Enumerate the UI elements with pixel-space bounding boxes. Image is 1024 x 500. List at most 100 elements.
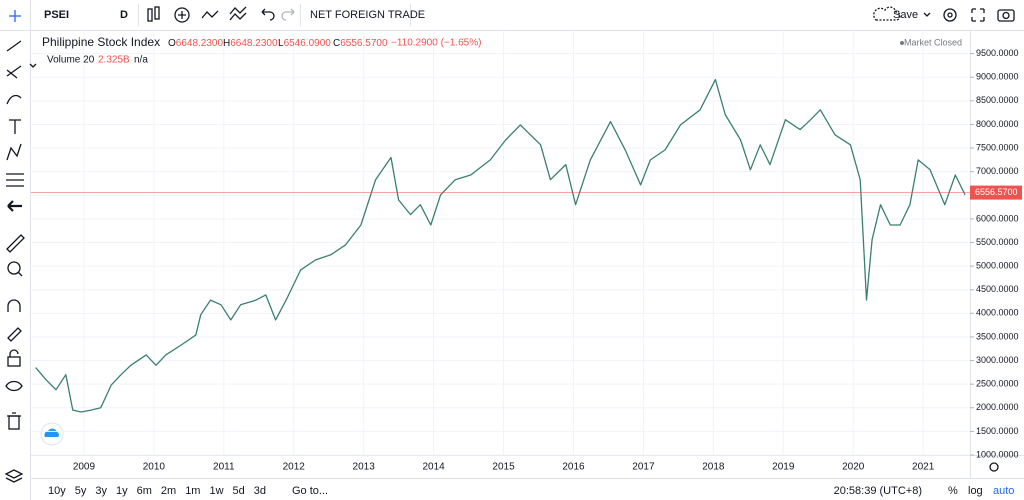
y-tick-label: 5000.0000 (976, 260, 1019, 270)
settings-icon-core (947, 12, 953, 18)
indicator-icon[interactable] (201, 10, 219, 19)
x-tick-label: 2018 (702, 462, 725, 473)
range-button[interactable]: 2m (161, 485, 176, 497)
y-tick-label: 3000.0000 (976, 355, 1019, 365)
redo-icon[interactable] (281, 8, 295, 21)
camera-icon[interactable] (997, 9, 1015, 22)
ohlc-value: 6546.0900 (284, 38, 332, 49)
interval[interactable]: D (120, 9, 128, 21)
y-tick-label: 4500.0000 (976, 284, 1019, 294)
trendline-tool[interactable] (6, 40, 22, 52)
settings-icon[interactable] (943, 8, 957, 22)
add-icon-plus (178, 11, 186, 19)
status-dot (900, 41, 904, 45)
ohlc-key: H (223, 38, 230, 49)
lock-shackle (9, 349, 19, 357)
y-tick-label: 1000.0000 (976, 449, 1019, 459)
ohlc-item: H6648.2300 (223, 38, 278, 49)
scale-option[interactable]: log (968, 485, 983, 497)
volume-name: Volume 20 (47, 55, 95, 66)
x-tick-label: 2019 (772, 462, 795, 473)
x-tick-label: 2013 (353, 462, 376, 473)
legend-collapse[interactable] (29, 63, 37, 68)
price-change: −110.2900 (−1.65%) (391, 38, 481, 49)
x-tick-label: 2011 (213, 462, 235, 473)
ohlc-key: C (333, 38, 340, 49)
y-tick-label: 1500.0000 (976, 426, 1019, 436)
goto-button[interactable]: Go to... (292, 485, 328, 497)
range-button[interactable]: 1w (209, 485, 223, 497)
ohlc-item: O6648.2300 (168, 38, 223, 49)
camera-lens (1002, 11, 1010, 20)
x-tick-label: 2016 (562, 462, 585, 473)
add-icon[interactable] (174, 7, 190, 23)
brush-tool[interactable] (6, 94, 22, 105)
ohlc-item: L6546.0900 (278, 38, 331, 49)
ohlc-value: 6556.5700 (340, 38, 388, 49)
scale-option[interactable]: % (948, 485, 958, 497)
trash-lid (7, 412, 21, 417)
last-price-badge (970, 185, 1022, 200)
save-icon[interactable] (873, 6, 901, 21)
ohlc-item: C6556.5700 (333, 38, 388, 49)
fullscreen-icon[interactable] (971, 8, 985, 22)
ohlc-value: 6648.2300 (176, 38, 224, 49)
prediction-tool[interactable] (6, 173, 24, 187)
crosshair-tool[interactable] (9, 10, 21, 22)
x-tick-label: 2009 (73, 462, 96, 473)
x-tick-label: 2014 (422, 462, 445, 473)
range-button[interactable]: 6m (137, 485, 152, 497)
range-button[interactable]: 3d (254, 485, 266, 497)
lock-tool[interactable] (7, 356, 21, 367)
y-tick-label: 2000.0000 (976, 402, 1019, 412)
range-button[interactable]: 5d (233, 485, 245, 497)
y-tick-label: 9500.0000 (976, 48, 1019, 58)
lock-draw-tool[interactable] (7, 327, 22, 342)
zoom-tool[interactable] (7, 261, 21, 275)
save-button[interactable]: Save (893, 9, 918, 21)
y-tick-label: 8000.0000 (976, 119, 1019, 129)
ohlc-key: L (278, 38, 284, 49)
fib-tool[interactable] (6, 65, 22, 79)
clock: 20:58:39 (UTC+8) (834, 485, 922, 497)
ohlc-value: 6648.2300 (230, 38, 278, 49)
arrow-tool[interactable] (7, 200, 22, 212)
layers-tool[interactable] (4, 469, 24, 483)
x-tick-label: 2010 (143, 462, 166, 473)
range-button[interactable]: 3y (95, 485, 107, 497)
text-tool[interactable] (9, 119, 21, 134)
range-button[interactable]: 10y (48, 485, 66, 497)
legend-title: Philippine Stock Index (42, 35, 160, 49)
range-button[interactable]: 1m (185, 485, 200, 497)
y-tick-label: 3500.0000 (976, 331, 1019, 341)
visibility-tool[interactable] (5, 380, 23, 392)
ruler-tool[interactable] (6, 234, 25, 253)
candle-icon[interactable] (154, 6, 160, 20)
magnet-tool[interactable] (7, 299, 21, 312)
range-button[interactable]: 1y (116, 485, 128, 497)
save-menu-arrow[interactable] (923, 12, 931, 17)
plot (31, 30, 970, 456)
last-price-label: 6556.5700 (975, 187, 1018, 197)
candle-icon[interactable] (147, 8, 153, 22)
y-tick-label: 7000.0000 (976, 166, 1019, 176)
y-tick-label: 9000.0000 (976, 72, 1019, 82)
pattern-tool[interactable] (6, 143, 22, 161)
zoom-tool-handle (17, 271, 23, 277)
x-tick-label: 2021 (912, 462, 935, 473)
axis-settings-icon[interactable] (989, 462, 999, 472)
scale-option[interactable]: auto (993, 485, 1014, 497)
y-tick-label: 7500.0000 (976, 142, 1019, 152)
drawing-tools (4, 10, 25, 483)
undo-icon[interactable] (261, 8, 275, 21)
range-button[interactable]: 5y (75, 485, 87, 497)
x-tick-label: 2012 (283, 462, 306, 473)
symbol[interactable]: PSEI (44, 9, 69, 21)
y-tick-label: 6000.0000 (976, 213, 1019, 223)
compare-icon[interactable] (229, 6, 247, 21)
y-tick-label: 5500.0000 (976, 237, 1019, 247)
toolbar-icons (147, 6, 1015, 23)
indicator-button[interactable]: NET FOREIGN TRADE (310, 9, 425, 21)
x-tick-label: 2017 (632, 462, 655, 473)
